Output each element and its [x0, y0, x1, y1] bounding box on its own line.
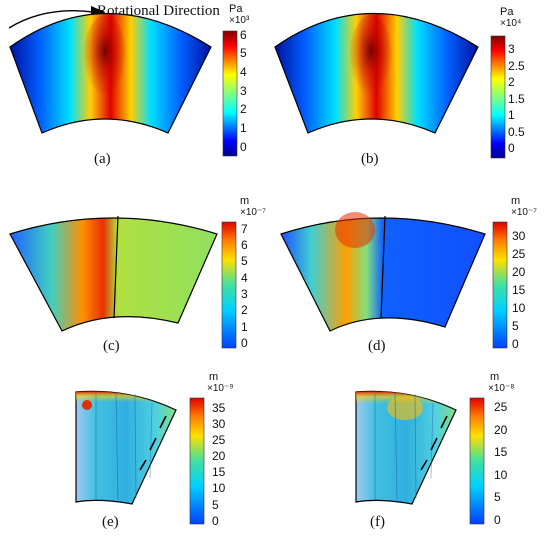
colorbar-d: [492, 221, 508, 349]
colorbar-tick-label: 0: [494, 512, 501, 527]
colorbar-tick-label: 30: [212, 416, 226, 431]
colorbar-tick-label: 2: [241, 303, 248, 318]
colorbar-unit-d: m: [511, 195, 521, 207]
colorbar-tick-label: 6: [241, 237, 248, 252]
colorbar-tick-label: 0: [508, 141, 515, 156]
colorbar-exponent-b: ×10⁴: [500, 18, 522, 29]
colorbar-unit-e: m: [209, 371, 219, 383]
colorbar-f: [469, 397, 485, 525]
colorbar-e: [189, 397, 205, 525]
colorbar-tick-label: 3: [240, 83, 247, 98]
colorbar-tick-label: 2: [508, 75, 515, 90]
colorbar-tick-label: 25: [512, 247, 526, 262]
colorbar-tick-label: 4: [240, 65, 247, 80]
colorbar-tick-label: 0: [212, 513, 219, 528]
colorbar-unit-c: m: [240, 195, 250, 207]
colorbar-tick-label: 7: [241, 221, 248, 236]
colorbar-unit-b: Pa: [500, 6, 514, 18]
deformation-field-e: [75, 390, 177, 505]
colorbar-unit-f: m: [490, 371, 500, 383]
colorbar-tick-label: 5: [240, 46, 247, 61]
colorbar-tick-label: 0.5: [508, 124, 525, 139]
caption-d: (d): [368, 338, 386, 354]
colorbar-exponent-e: ×10⁻⁹: [207, 383, 234, 394]
colorbar-tick-label: 10: [212, 481, 226, 496]
pressure-field-b: [274, 12, 479, 134]
colorbar-tick-label: 25: [494, 400, 508, 414]
colorbar-tick-label: 15: [494, 445, 508, 459]
colorbar-tick-label: 35: [212, 400, 226, 415]
colorbar-tick-label: 10: [494, 467, 508, 482]
panel-e: (e) m ×10⁻⁹ 35 30 25 20 15 10 5 0: [0, 368, 275, 543]
caption-e: (e): [102, 514, 119, 530]
pressure-field-a: [9, 12, 212, 134]
caption-f: (f): [370, 514, 385, 530]
colorbar-tick-label: 15: [212, 465, 226, 480]
colorbar-tick-label: 1: [240, 121, 247, 135]
colorbar-tick-label: 1: [508, 108, 515, 123]
colorbar-tick-label: 25: [212, 433, 226, 447]
colorbar-tick-label: 15: [512, 283, 526, 298]
panel-d: (d) m ×10⁻⁷ 30 25 20 15 10 5 0: [275, 188, 550, 368]
colorbar-tick-label: 20: [512, 265, 526, 280]
colorbar-tick-label: 0: [240, 139, 247, 154]
deformation-field-d: [280, 212, 486, 332]
panel-b: (b) Pa ×10⁴ 3 2.5 2 1.5 1 0.5 0: [274, 0, 550, 180]
colorbar-tick-label: 20: [494, 422, 508, 437]
colorbar-tick-label: 1: [241, 319, 248, 334]
deformation-field-c: [9, 215, 218, 332]
colorbar-tick-label: 6: [240, 27, 247, 42]
colorbar-tick-label: 10: [512, 301, 526, 316]
colorbar-tick-label: 0: [241, 336, 248, 351]
colorbar-unit-a: Pa: [229, 3, 243, 15]
colorbar-tick-label: 5: [212, 497, 219, 512]
colorbar-c: [221, 221, 237, 349]
colorbar-tick-label: 5: [494, 490, 501, 504]
panel-f: (f) m ×10⁻⁸ 25 20 15 10 5 0: [275, 368, 550, 543]
colorbar-tick-label: 3: [241, 287, 248, 301]
colorbar-tick-label: 30: [512, 229, 526, 244]
colorbar-exponent-d: ×10⁻⁷: [511, 207, 537, 218]
caption-c: (c): [103, 338, 120, 354]
deformation-field-f: [355, 390, 457, 505]
colorbar-tick-label: 1.5: [508, 91, 525, 106]
panel-a: (a) Pa ×10³ 6 5 4 3 2 1 0: [0, 0, 275, 180]
colorbar-a: [222, 30, 238, 157]
colorbar-b: [490, 35, 506, 159]
colorbar-exponent-a: ×10³: [229, 15, 250, 26]
colorbar-tick-label: 3: [508, 42, 515, 57]
colorbar-tick-label: 4: [241, 270, 248, 285]
colorbar-tick-label: 2.5: [508, 58, 525, 73]
colorbar-tick-label: 5: [241, 254, 248, 269]
caption-a: (a): [94, 151, 111, 167]
colorbar-exponent-f: ×10⁻⁸: [488, 383, 515, 394]
colorbar-tick-label: 5: [512, 319, 519, 334]
colorbar-tick-label: 2: [240, 102, 247, 117]
colorbar-tick-label: 20: [212, 449, 226, 464]
colorbar-tick-label: 0: [512, 337, 519, 352]
caption-b: (b): [361, 151, 379, 167]
colorbar-exponent-c: ×10⁻⁷: [240, 207, 266, 218]
